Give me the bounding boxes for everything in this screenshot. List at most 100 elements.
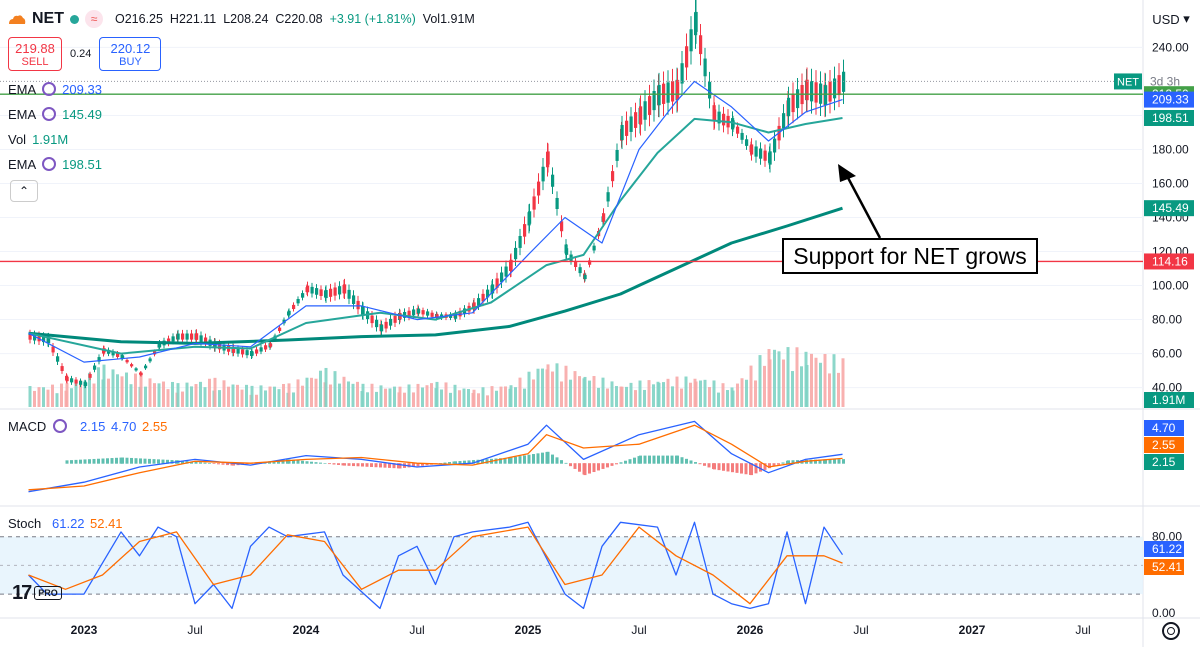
volume-bar (680, 388, 683, 407)
indicator-ema-fast[interactable]: EMA 209.33 (8, 80, 102, 98)
cloud-logo-icon (9, 15, 26, 24)
stoch-tick-label: 80.00 (1152, 530, 1182, 544)
histogram-bar (125, 457, 129, 464)
volume-bar (379, 385, 383, 407)
volume-bar (551, 371, 554, 407)
volume-bar (107, 378, 110, 407)
candle-body (754, 146, 758, 157)
histogram-bar (328, 463, 331, 465)
candle-body (676, 80, 680, 100)
candle-body (606, 192, 610, 202)
histogram-bar (639, 455, 642, 464)
macd-title: MACD (8, 419, 46, 434)
candle-body (458, 310, 462, 317)
volume-bar (333, 371, 337, 407)
histogram-bar (735, 463, 739, 473)
histogram-bar (588, 463, 591, 474)
price-label-bg (1144, 91, 1194, 108)
indicator-name: EMA (8, 81, 37, 97)
volume-bar (490, 386, 494, 407)
histogram-bar (110, 458, 114, 464)
collapse-legend-button[interactable]: ⌃ (10, 180, 38, 202)
histogram-bar (467, 460, 471, 464)
stoch-title: Stoch (8, 516, 41, 531)
indicator-ema-slow[interactable]: EMA 145.49 (8, 105, 102, 123)
indicator-value: 1.91M (32, 131, 69, 147)
volume-bar (33, 390, 36, 407)
volume-bar (662, 382, 665, 407)
refresh-icon[interactable] (42, 157, 57, 171)
candle-body (84, 382, 88, 386)
volume-bar (329, 384, 332, 407)
volume-bar (425, 385, 429, 407)
candle-body (417, 308, 421, 314)
time-tick-label: Jul (187, 623, 202, 637)
histogram-bar (707, 463, 711, 468)
histogram-bar (323, 463, 327, 464)
price-tick-label: 180.00 (1152, 142, 1189, 156)
macd-value-label: 2.55 (1152, 438, 1176, 452)
price-label: 209.33 (1152, 93, 1189, 107)
volume-axis-label: 1.91M (1152, 393, 1185, 407)
histogram-bar (564, 462, 568, 464)
volume-bar (536, 368, 540, 407)
histogram-bar (443, 462, 447, 464)
symbol-tag: NET (1117, 76, 1139, 88)
candle-body (541, 166, 545, 182)
candle-body (121, 355, 125, 359)
volume-bar (166, 389, 170, 407)
volume-bar (342, 376, 346, 407)
volume-bar (46, 389, 50, 407)
histogram-bar (532, 454, 535, 464)
candle-body (343, 284, 347, 294)
volume-bar (782, 359, 785, 407)
histogram-bar (194, 461, 198, 464)
currency-selector[interactable]: USD ▾ (1148, 8, 1194, 30)
histogram-bar (92, 458, 96, 464)
volume-bar (231, 384, 235, 407)
volume-bar (453, 384, 457, 407)
close-value: C220.08 (275, 12, 323, 26)
candle-body (592, 245, 596, 251)
indicator-ema-mid[interactable]: EMA 198.51 (8, 155, 102, 173)
indicator-volume[interactable]: Vol 1.91M (8, 130, 68, 148)
alert-pill-icon[interactable]: ≈ (85, 10, 103, 28)
gear-icon[interactable] (1162, 622, 1180, 640)
volume-bar (564, 365, 568, 407)
candle-body (518, 235, 522, 248)
candle-body (301, 293, 305, 298)
histogram-bar (569, 463, 572, 467)
buy-button[interactable]: 220.12 BUY (99, 37, 162, 71)
time-tick-label: 2026 (737, 623, 764, 637)
volume-bar (810, 353, 813, 407)
volume-bar (625, 386, 628, 407)
candle-body (745, 139, 749, 146)
stoch-tick-label: 0.00 (1152, 606, 1176, 620)
volume-bar (97, 367, 100, 407)
volume-bar (694, 381, 698, 407)
volume-bar (588, 380, 591, 407)
price-label-bg (1144, 200, 1194, 217)
histogram-bar (777, 463, 780, 465)
symbol-name[interactable]: NET (32, 10, 64, 27)
volume-bar (832, 354, 836, 407)
volume-bar (546, 364, 550, 407)
candle-body (130, 364, 134, 367)
candle-body (47, 336, 51, 344)
volume-bar (560, 381, 563, 407)
histogram-bar (134, 458, 138, 464)
candle-body (717, 111, 721, 124)
sell-button[interactable]: 219.88 SELL (8, 37, 62, 71)
refresh-icon[interactable] (42, 107, 57, 121)
histogram-bar (652, 455, 656, 464)
time-tick-label: 2023 (71, 623, 98, 637)
candle-body (250, 351, 254, 356)
high-value: H221.11 (169, 12, 217, 26)
time-tick-label: Jul (1075, 623, 1090, 637)
candle-body (703, 58, 707, 77)
refresh-icon[interactable] (42, 82, 57, 96)
price-label: 198.51 (1152, 111, 1189, 125)
volume-bar (592, 376, 596, 407)
